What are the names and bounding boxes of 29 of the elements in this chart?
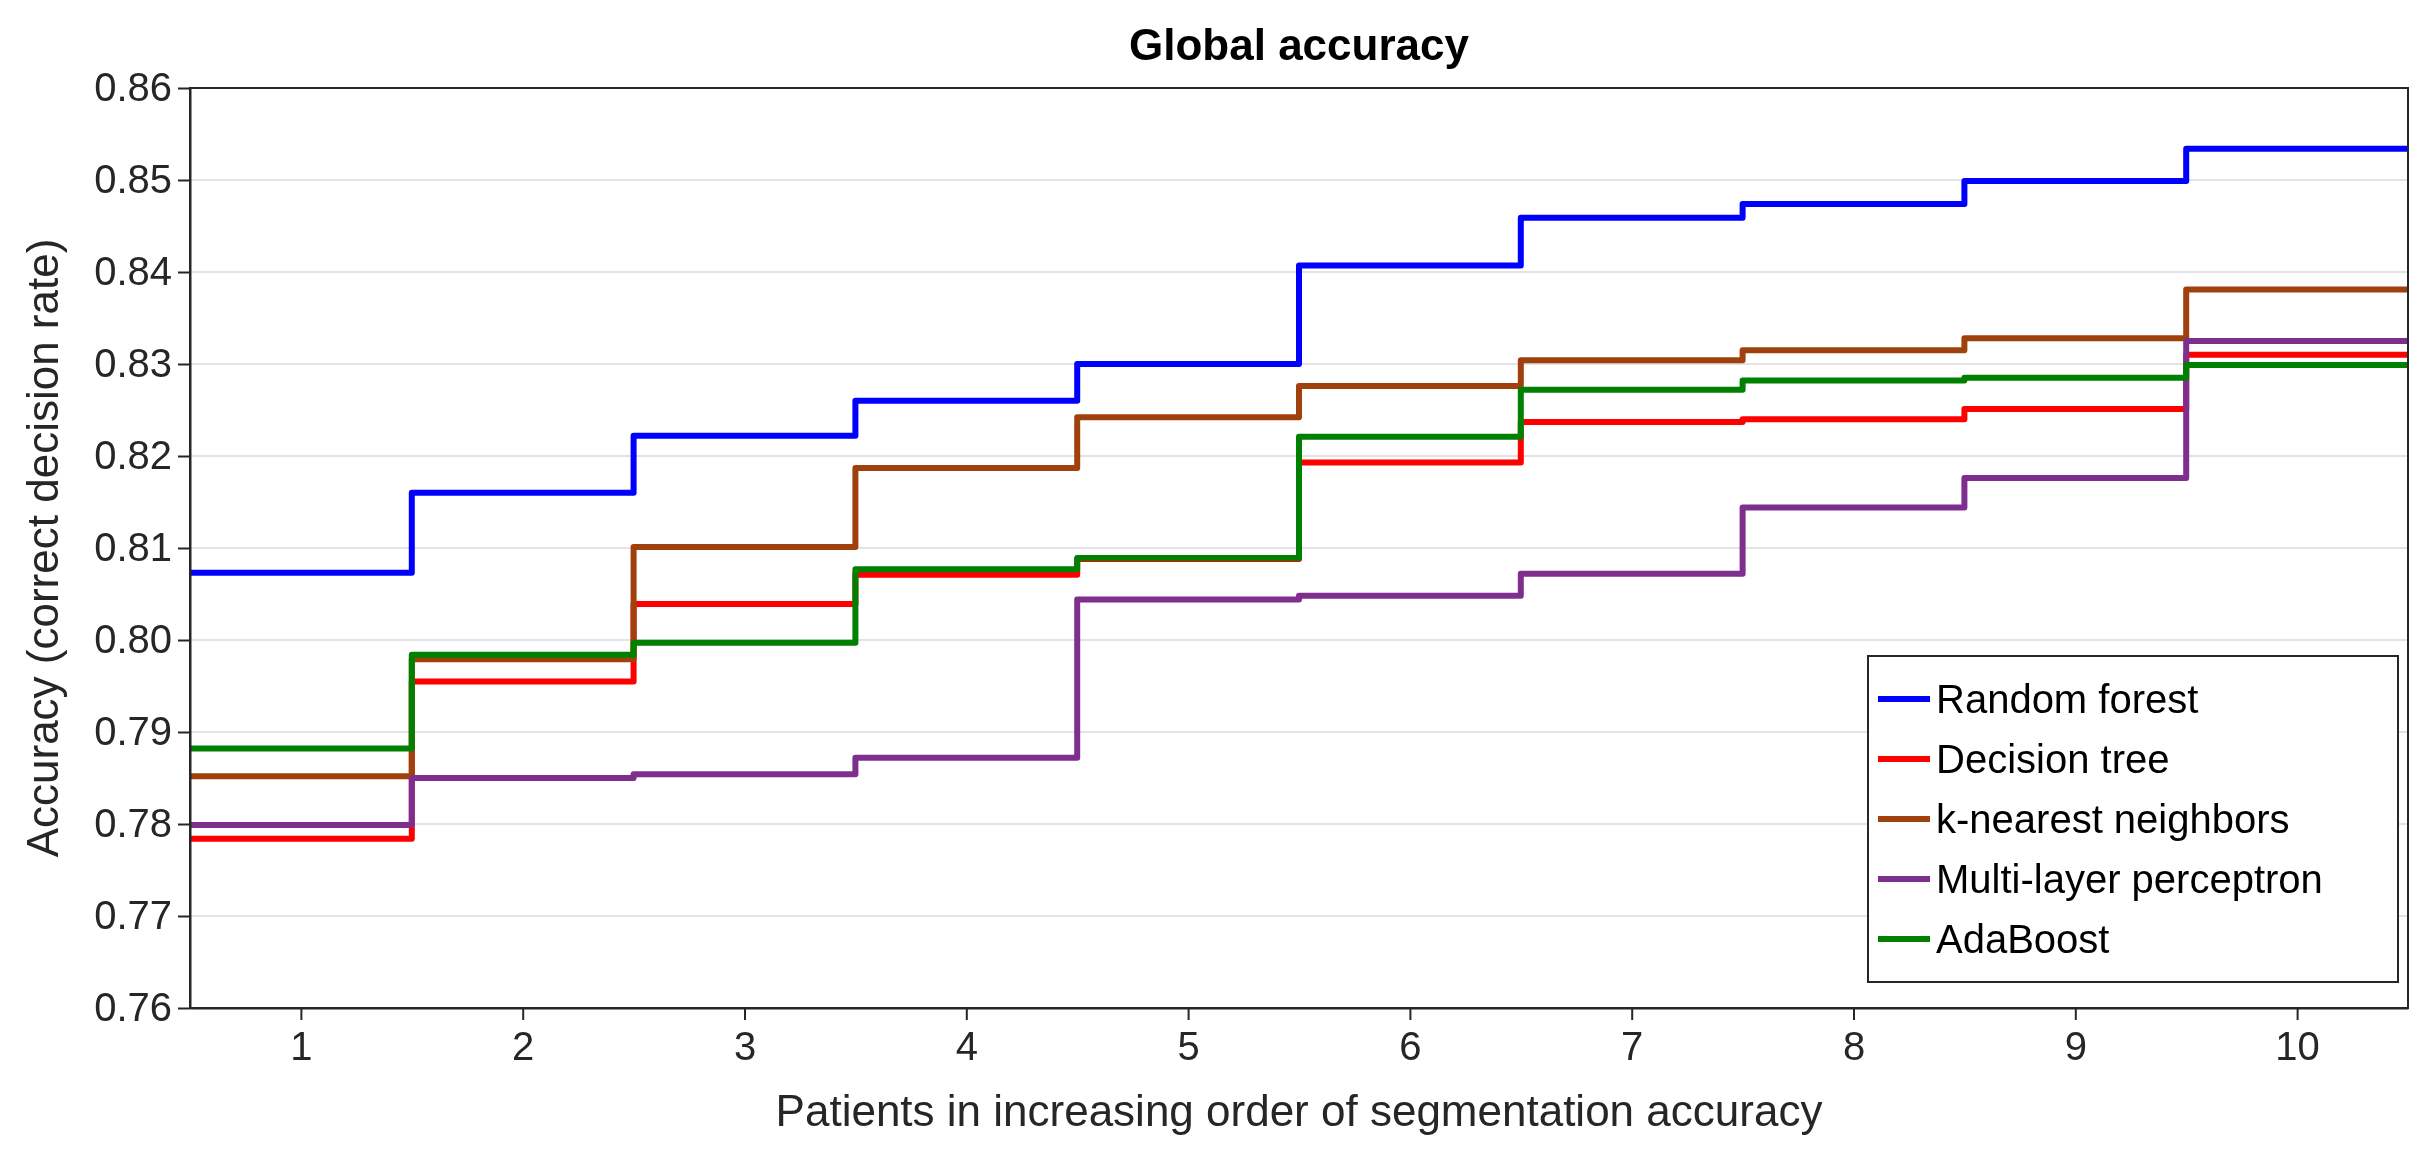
- x-tick-label: 9: [2064, 1024, 2087, 1069]
- y-tick-label: 0.82: [94, 433, 172, 478]
- x-tick-label: 7: [1621, 1024, 1644, 1069]
- y-tick-label: 0.86: [94, 65, 172, 110]
- x-tick-label: 10: [2275, 1024, 2320, 1069]
- y-tick-label: 0.76: [94, 985, 172, 1030]
- x-axis-title: Patients in increasing order of segmentation accuracy: [775, 1086, 1823, 1135]
- y-tick-label: 0.80: [94, 617, 172, 662]
- x-tick-label: 6: [1399, 1024, 1422, 1069]
- legend-label: Multi-layer perceptron: [1936, 857, 2323, 901]
- x-tick-label: 5: [1177, 1024, 1200, 1069]
- legend-label: Random forest: [1936, 677, 2199, 721]
- y-tick-label: 0.77: [94, 893, 172, 938]
- x-tick-label: 4: [955, 1024, 978, 1069]
- x-tick-label: 1: [290, 1024, 313, 1069]
- y-tick-label: 0.83: [94, 341, 172, 386]
- y-axis-title: Accuracy (correct decision rate): [18, 238, 67, 858]
- y-tick-label: 0.81: [94, 525, 172, 570]
- legend-label: AdaBoost: [1936, 917, 2110, 961]
- y-tick-label: 0.78: [94, 801, 172, 846]
- chart-title: Global accuracy: [1129, 20, 1470, 69]
- y-tick-label: 0.84: [94, 249, 172, 294]
- x-tick-label: 8: [1842, 1024, 1866, 1069]
- x-tick-label: 2: [512, 1024, 535, 1069]
- y-tick-label: 0.79: [94, 709, 172, 754]
- legend-label: k-nearest neighbors: [1936, 797, 2290, 841]
- legend-label: Decision tree: [1936, 737, 2170, 781]
- y-tick-label: 0.85: [94, 157, 172, 202]
- x-tick-label: 3: [733, 1024, 757, 1069]
